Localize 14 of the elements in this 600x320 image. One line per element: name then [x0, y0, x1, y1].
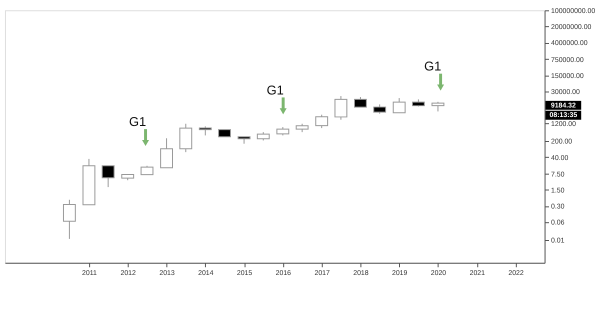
candlestick — [62, 199, 76, 240]
candlestick — [102, 165, 115, 188]
candlestick — [432, 101, 444, 112]
annotation: G1 — [424, 58, 442, 74]
annotation: G1 — [129, 114, 146, 130]
candlestick — [160, 138, 173, 168]
candlestick — [315, 114, 328, 129]
annotation: G1 — [266, 82, 284, 98]
candlestick — [334, 96, 348, 120]
candlestick — [392, 98, 406, 114]
candlestick — [198, 126, 212, 136]
candlestick — [354, 96, 367, 108]
candlestick — [373, 104, 386, 114]
candlestick — [179, 123, 192, 153]
